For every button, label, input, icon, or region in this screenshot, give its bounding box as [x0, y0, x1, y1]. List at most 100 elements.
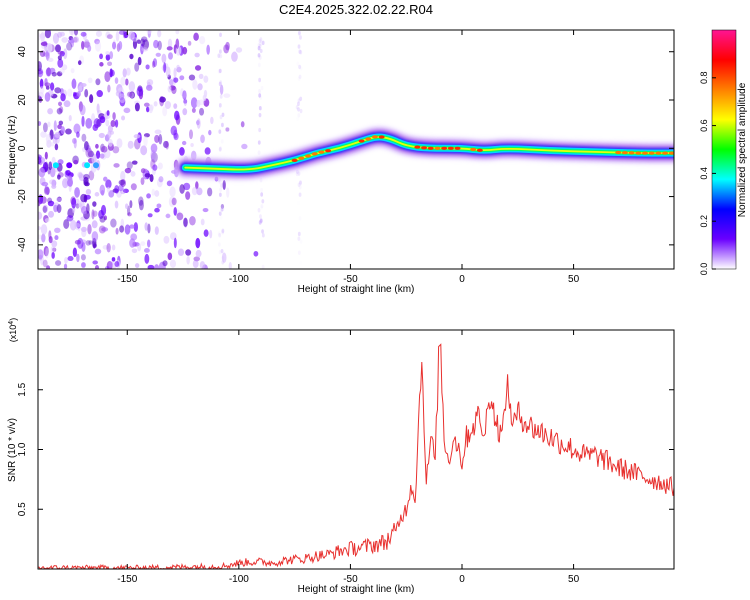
noise-speckle	[80, 254, 86, 261]
noise-speckle	[146, 106, 150, 113]
noise-streak-dot	[295, 105, 299, 110]
noise-speckle	[114, 185, 120, 194]
noise-speckle	[127, 212, 132, 217]
noise-streak-dot	[297, 98, 301, 103]
noise-streak-dot	[298, 192, 302, 197]
noise-bright-spot	[93, 162, 100, 169]
noise-speckle	[44, 161, 49, 172]
noise-speckle	[104, 266, 110, 269]
noise-speckle	[210, 116, 214, 125]
noise-streak-dot	[299, 180, 302, 186]
noise-streak-dot	[220, 248, 224, 254]
noise-speckle	[171, 197, 177, 206]
noise-speckle	[69, 219, 77, 231]
noise-speckle	[193, 256, 201, 262]
noise-streak-dot	[296, 117, 299, 121]
noise-streak-dot	[218, 211, 222, 216]
noise-speckle	[129, 53, 134, 60]
noise-speckle	[113, 163, 120, 168]
noise-speckle	[174, 110, 180, 121]
noise-speckle	[101, 227, 109, 232]
noise-speckle	[173, 237, 177, 249]
noise-speckle	[106, 186, 111, 193]
noise-speckle	[186, 255, 190, 265]
noise-speckle	[134, 263, 140, 268]
noise-speckle	[182, 108, 188, 116]
ridge-strong-mark	[318, 150, 325, 154]
noise-speckle	[140, 145, 148, 156]
noise-speckle	[204, 147, 211, 155]
noise-speckle	[143, 133, 150, 138]
noise-speckle	[65, 169, 71, 176]
noise-speckle	[157, 40, 162, 51]
noise-speckle	[131, 37, 139, 42]
noise-streak-dot	[219, 94, 223, 99]
noise-streak-dot	[259, 177, 263, 183]
noise-speckle	[176, 64, 180, 71]
noise-speckle	[151, 60, 156, 68]
snr-series-line	[38, 343, 674, 569]
noise-streak-dot	[257, 208, 261, 213]
snr-y-axis-label: SNR (10 * v/v)	[7, 418, 18, 482]
noise-streak-dot	[297, 250, 301, 255]
noise-streak-dot	[257, 46, 261, 51]
noise-streak-dot	[217, 69, 221, 74]
noise-streak-dot	[257, 140, 261, 145]
ridge-strong-mark	[358, 139, 365, 143]
ridge-strong-mark	[648, 151, 655, 155]
noise-speckle	[84, 140, 89, 151]
noise-speckle	[54, 87, 62, 94]
noise-streak-dot	[259, 37, 263, 42]
noise-speckle	[105, 119, 110, 127]
noise-speckle	[80, 205, 88, 215]
noise-speckle	[154, 134, 160, 143]
noise-speckle	[116, 138, 123, 149]
noise-streak-dot	[218, 103, 222, 108]
noise-speckle	[105, 179, 112, 189]
noise-speckle	[202, 207, 209, 213]
noise-speckle	[52, 32, 60, 44]
noise-speckle	[47, 121, 51, 128]
noise-streak-dot	[221, 112, 225, 117]
snr-background	[38, 330, 674, 569]
snr-x-tick-label: -50	[343, 574, 358, 585]
noise-speckle	[114, 77, 119, 84]
noise-speckle	[122, 188, 129, 194]
noise-speckle	[192, 259, 199, 269]
noise-speckle	[59, 31, 65, 37]
noise-speckle	[85, 117, 93, 129]
noise-speckle	[125, 78, 129, 86]
noise-streak-dot	[299, 50, 303, 55]
noise-streak-dot	[220, 183, 224, 188]
noise-streak-dot	[299, 239, 303, 244]
noise-speckle	[134, 62, 140, 72]
noise-speckle	[235, 47, 243, 53]
noise-speckle	[48, 161, 53, 171]
noise-speckle	[103, 176, 108, 182]
noise-speckle	[52, 247, 57, 252]
noise-speckle	[225, 127, 230, 132]
noise-speckle	[99, 62, 104, 67]
noise-streak-dot	[258, 220, 262, 225]
noise-speckle	[179, 147, 185, 156]
noise-speckle	[183, 182, 191, 191]
noise-speckle	[145, 64, 150, 70]
noise-speckle	[129, 91, 136, 99]
noise-speckle	[141, 47, 149, 52]
ridge-strong-mark	[668, 151, 674, 155]
noise-speckle	[136, 86, 144, 97]
noise-speckle	[209, 229, 213, 239]
noise-streak-dot	[221, 204, 224, 208]
ridge-strong-mark	[434, 146, 441, 150]
ridge-strong-mark	[371, 135, 378, 139]
noise-speckle	[80, 226, 87, 233]
noise-streak-dot	[218, 249, 222, 255]
noise-speckle	[46, 67, 51, 76]
noise-speckle	[114, 200, 119, 209]
noise-speckle	[60, 126, 65, 135]
noise-speckle	[143, 135, 148, 147]
noise-speckle	[195, 249, 202, 258]
noise-speckle	[71, 197, 77, 209]
noise-speckle	[193, 32, 199, 41]
noise-speckle	[44, 184, 48, 194]
